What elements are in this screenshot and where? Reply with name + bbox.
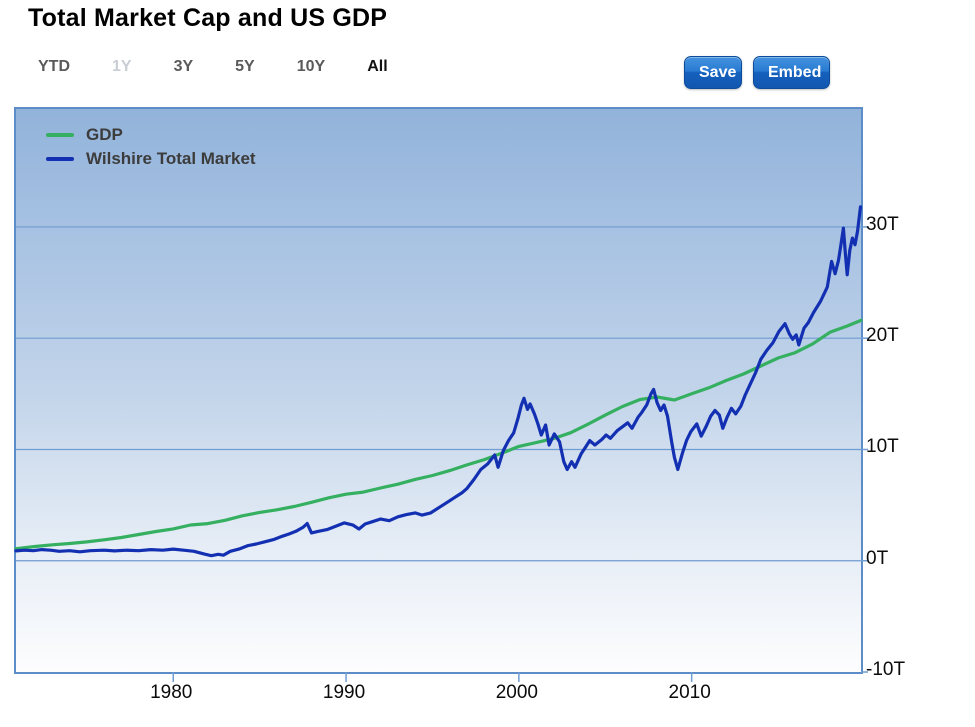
y-axis-label: 20T xyxy=(866,325,899,347)
legend-label-gdp: GDP xyxy=(86,125,123,144)
y-axis-label: 0T xyxy=(866,547,889,569)
x-axis-label: 2010 xyxy=(668,682,711,703)
y-axis-label: 30T xyxy=(866,213,899,235)
y-axis-label: 10T xyxy=(866,436,899,458)
save-button[interactable]: Save xyxy=(684,56,742,89)
range-1y[interactable]: 1Y xyxy=(112,58,132,75)
legend-item-gdp[interactable]: GDP xyxy=(46,123,256,147)
legend-label-wilshire: Wilshire Total Market xyxy=(86,149,256,168)
chart-legend: GDP Wilshire Total Market xyxy=(46,123,256,171)
page-title: Total Market Cap and US GDP xyxy=(28,4,388,32)
y-axis-label: -10T xyxy=(866,659,906,680)
embed-button[interactable]: Embed xyxy=(753,56,830,89)
range-ytd[interactable]: YTD xyxy=(38,58,70,75)
wilshire-total-market-line xyxy=(14,205,863,558)
gdp-line-swatch xyxy=(46,133,74,137)
legend-item-wilshire[interactable]: Wilshire Total Market xyxy=(46,147,256,171)
wilshire-line-swatch xyxy=(46,157,74,161)
x-axis-label: 1980 xyxy=(150,682,193,703)
range-all[interactable]: All xyxy=(367,58,388,75)
x-axis-label: 1990 xyxy=(322,682,366,703)
range-5y[interactable]: 5Y xyxy=(235,58,255,75)
range-10y[interactable]: 10Y xyxy=(296,58,326,75)
chart-canvas xyxy=(14,205,868,682)
range-3y[interactable]: 3Y xyxy=(173,58,194,75)
x-axis-label: 2000 xyxy=(495,682,538,703)
gdp-line xyxy=(14,318,863,551)
chart-plot-area[interactable]: GDP Wilshire Total Market xyxy=(14,107,868,682)
time-range-selector: YTD 1Y 3Y 5Y 10Y All xyxy=(38,58,388,76)
